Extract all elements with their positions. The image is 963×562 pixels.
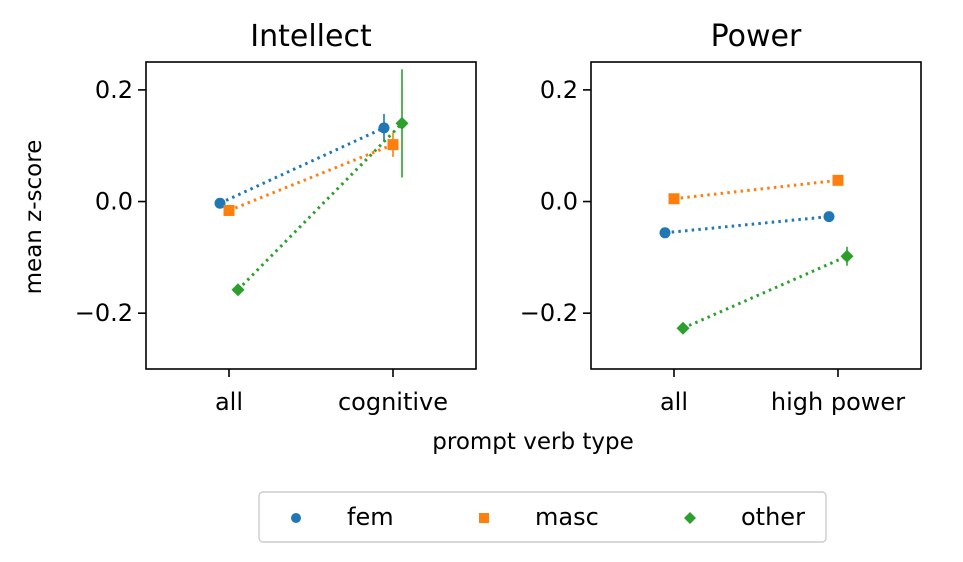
ticks-intellect: −0.2 0.0 0.2 all cognitive [75,76,448,416]
xtick-label-intellect-1: cognitive [338,388,448,416]
marks-power [659,174,854,335]
ytick-label-intellect-1: 0.0 [95,188,133,216]
panel-intellect: Intellect −0.2 0.0 0.2 all cognitive [75,19,477,416]
legend-marker-other [684,512,696,524]
legend-label-other: other [741,503,805,531]
legend-item-fem: fem [291,503,394,531]
xtick-label-power-0: all [660,388,688,416]
legend: fem masc other [258,491,827,543]
ticks-power: −0.2 0.0 0.2 all high power [520,76,905,416]
series-line-power-masc [673,178,839,201]
ytick-label-power-2: 0.2 [540,76,578,104]
point-intellect-masc-1 [387,139,399,151]
marks-intellect [214,69,409,297]
series-line-power-other [682,254,848,330]
point-power-fem-0 [659,227,671,239]
series-line-intellect-fem [219,126,385,205]
point-intellect-fem-0 [214,197,226,209]
panel-title-power: Power [711,19,802,54]
point-power-masc-0 [668,193,680,205]
legend-label-fem: fem [347,503,394,531]
y-axis-label: mean z-score [21,140,47,295]
ytick-label-power-0: −0.2 [520,299,578,327]
legend-label-masc: masc [535,503,599,531]
legend-marker-masc [479,513,489,523]
point-intellect-fem-1 [378,122,390,134]
axes-frame-intellect [145,61,477,370]
ytick-label-power-1: 0.0 [540,188,578,216]
point-power-other-1 [840,249,854,263]
legend-item-other: other [684,503,805,531]
point-power-masc-1 [832,174,844,186]
ytick-label-intellect-2: 0.2 [95,76,133,104]
panel-power: Power −0.2 0.0 0.2 all high power [520,19,922,416]
xtick-label-power-1: high power [771,388,905,416]
point-power-other-0 [676,321,690,335]
point-intellect-masc-0 [223,204,235,216]
ytick-label-intellect-0: −0.2 [75,299,133,327]
x-axis-label: prompt verb type [432,429,633,455]
series-line-intellect-other [236,122,404,291]
panel-title-intellect: Intellect [250,19,372,54]
legend-item-masc: masc [479,503,599,531]
point-intellect-other-1 [395,116,409,130]
axes-frame-power [590,61,922,370]
series-line-power-fem [664,215,830,235]
legend-frame [258,491,827,543]
legend-marker-fem [291,513,301,523]
xtick-label-intellect-0: all [215,388,243,416]
point-intellect-other-0 [231,283,245,297]
point-power-fem-1 [823,211,835,223]
series-line-intellect-masc [228,143,394,212]
